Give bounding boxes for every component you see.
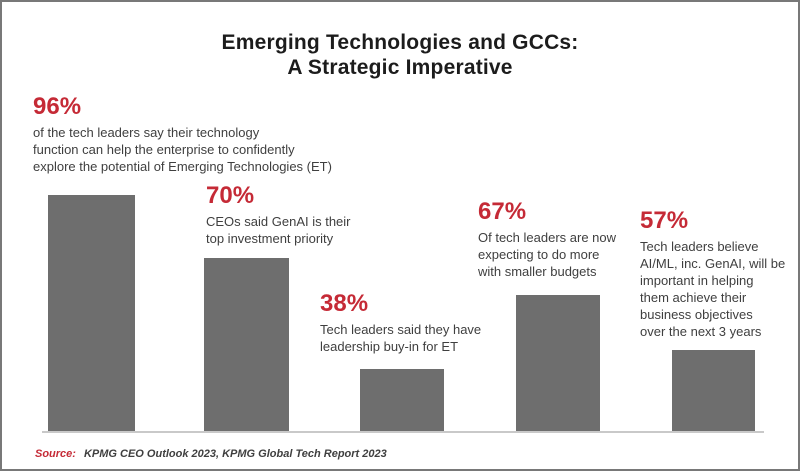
stat-block-96: 96% of the tech leaders say their techno…: [33, 94, 373, 175]
stat-description-38: Tech leaders said they have leadership b…: [320, 322, 482, 355]
stat-value-38: 38%: [320, 290, 369, 317]
stat-value-96: 96%: [33, 93, 82, 120]
source-text: KPMG CEO Outlook 2023, KPMG Global Tech …: [83, 448, 387, 460]
stat-block-67: 67% Of tech leaders are now expecting to…: [478, 199, 673, 280]
stat-description-57: Tech leaders believe AI/ML, inc. GenAI, …: [640, 239, 786, 340]
stat-value-70: 70%: [206, 182, 255, 209]
stat-description-67: Of tech leaders are now expecting to do …: [478, 230, 617, 280]
source-note: Source: KPMG CEO Outlook 2023, KPMG Globa…: [35, 448, 387, 460]
bar-57: [672, 350, 755, 431]
stat-block-57: 57% Tech leaders believe AI/ML, inc. Gen…: [640, 207, 798, 340]
bar-70: [204, 258, 289, 431]
bar-38: [360, 369, 444, 431]
bar-96: [48, 195, 135, 431]
stat-value-67: 67%: [478, 198, 527, 225]
bar-67: [516, 295, 600, 431]
stat-block-38: 38% Tech leaders said they have leadersh…: [320, 291, 540, 355]
x-axis-line: [42, 431, 764, 433]
stat-description-96: of the tech leaders say their technology…: [33, 125, 332, 175]
stat-value-57: 57%: [640, 207, 689, 234]
page-title: Emerging Technologies and GCCs: A Strate…: [221, 31, 579, 79]
stat-description-70: CEOs said GenAI is their top investment …: [206, 214, 351, 247]
stat-block-70: 70% CEOs said GenAI is their top investm…: [206, 183, 421, 247]
source-label: Source:: [35, 448, 76, 460]
